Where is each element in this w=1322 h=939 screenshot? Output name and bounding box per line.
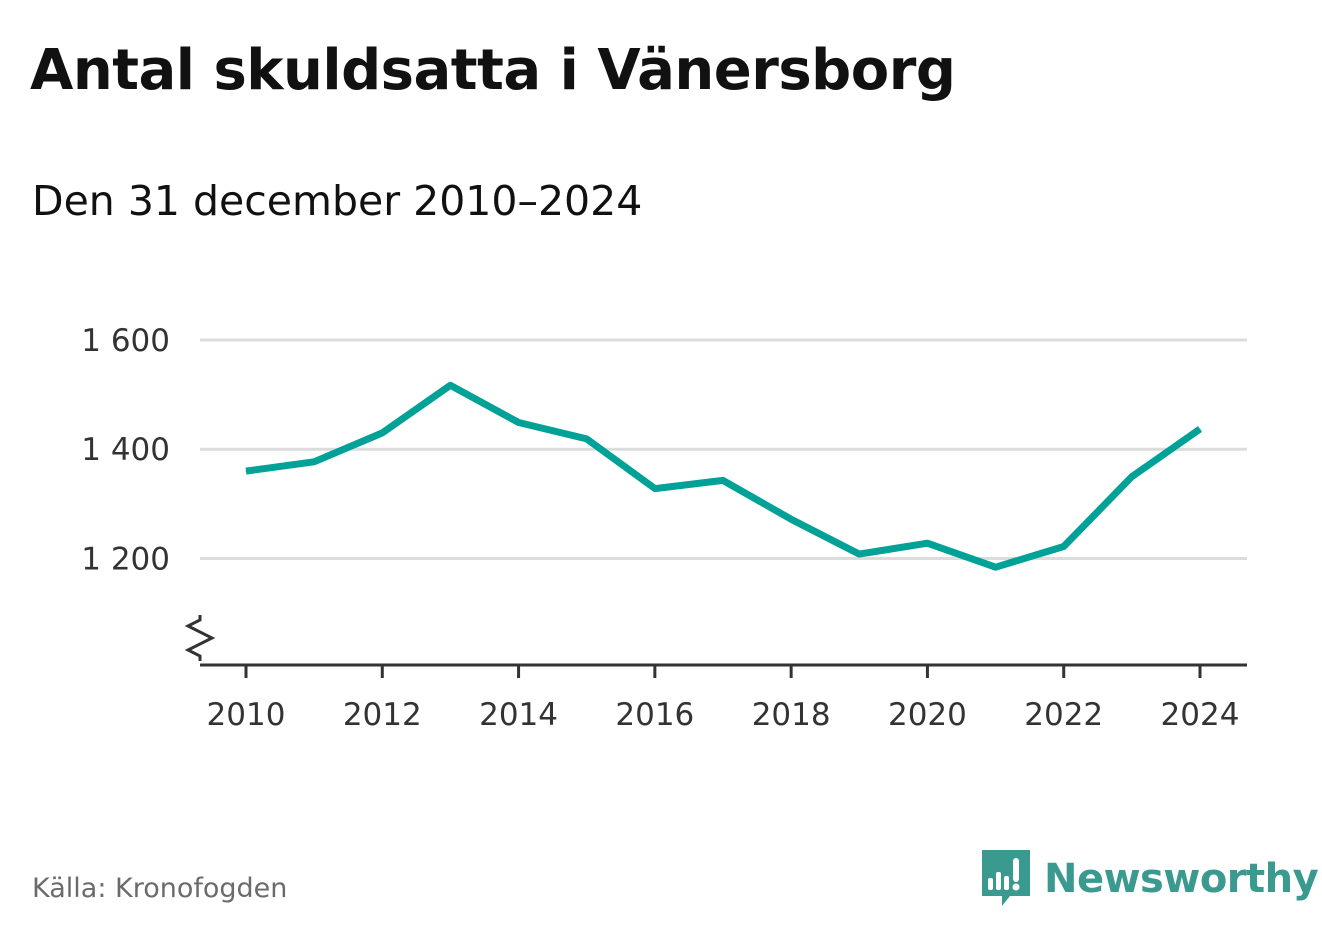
data-point	[1199, 428, 1201, 430]
chart-subtitle: Den 31 december 2010–2024	[32, 177, 643, 225]
data-point	[586, 438, 588, 440]
y-tick-label: 1 200	[81, 541, 170, 577]
x-tick-label: 2010	[207, 697, 286, 733]
data-point	[1131, 476, 1133, 478]
x-tick-label: 2012	[343, 697, 422, 733]
x-tick-label: 2020	[888, 697, 967, 733]
y-tick-label: 1 400	[81, 432, 170, 468]
data-point	[858, 553, 860, 555]
data-point	[518, 421, 520, 423]
data-point	[1063, 545, 1065, 547]
x-axis-labels: 2010 2012 2014 2016 2018 2020 2022 2024	[207, 697, 1240, 733]
y-tick-label: 1 600	[81, 323, 170, 359]
axis-break-mark	[184, 615, 216, 661]
data-point	[722, 479, 724, 481]
data-point	[245, 470, 247, 472]
data-point	[790, 518, 792, 520]
x-tick-label: 2018	[752, 697, 831, 733]
series-line	[245, 381, 1203, 571]
data-point	[449, 384, 451, 386]
x-tick-label: 2024	[1161, 697, 1240, 733]
brand-logo: Newsworthy	[980, 848, 1319, 910]
brand-name: Newsworthy	[1044, 856, 1319, 902]
gridlines	[200, 338, 1247, 560]
data-point	[381, 432, 383, 434]
source-note: Källa: Kronofogden	[32, 873, 288, 904]
x-axis	[200, 663, 1247, 678]
data-point	[995, 566, 997, 568]
x-tick-label: 2022	[1024, 697, 1103, 733]
newsworthy-logo-icon	[982, 850, 1030, 906]
data-point	[654, 488, 656, 490]
y-axis-labels: 1 200 1 400 1 600	[81, 323, 170, 577]
x-tick-label: 2014	[479, 697, 558, 733]
data-point	[926, 542, 928, 544]
series-layer	[245, 381, 1203, 571]
y-axis-break-icon	[184, 615, 216, 661]
chart-title: Antal skuldsatta i Vänersborg	[30, 38, 956, 103]
data-point	[313, 461, 315, 463]
x-tick-label: 2016	[615, 697, 694, 733]
